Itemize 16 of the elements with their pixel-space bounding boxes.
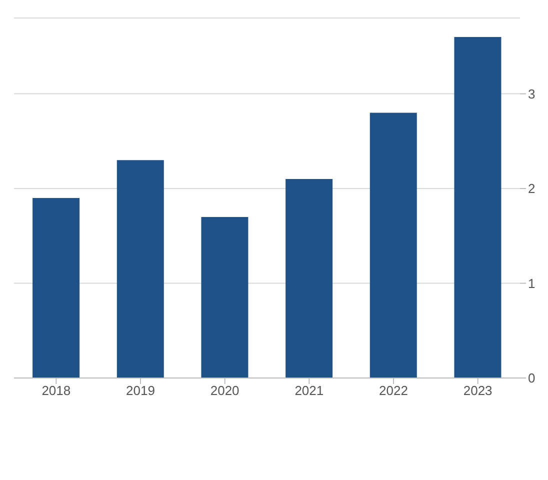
bar — [32, 198, 80, 378]
y-tick-label: 2 — [528, 181, 536, 196]
x-tick-label: 2020 — [210, 383, 240, 398]
x-tick-label: 2021 — [294, 383, 324, 398]
y-tick-label: 1 — [528, 276, 536, 291]
bar — [201, 216, 248, 378]
bar — [370, 112, 417, 378]
x-tick-label: 2022 — [379, 383, 408, 398]
x-tick-label: 2019 — [126, 383, 155, 398]
y-tick-label: 3 — [528, 86, 536, 102]
x-tick-label: 2018 — [42, 383, 71, 398]
y-tick-label: 0 — [528, 370, 536, 386]
bar — [116, 160, 164, 378]
bar — [454, 36, 502, 378]
bar — [286, 179, 333, 378]
x-tick-label: 2023 — [463, 383, 492, 398]
